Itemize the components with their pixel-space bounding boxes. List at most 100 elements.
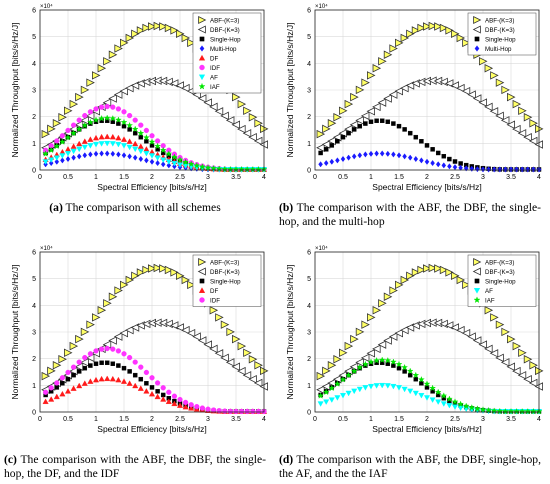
data-point-df bbox=[87, 136, 94, 142]
data-point-iaf bbox=[92, 116, 100, 123]
data-point-multi bbox=[419, 157, 424, 164]
data-point-single bbox=[329, 143, 335, 148]
data-point-abf bbox=[422, 264, 432, 273]
data-point-abf bbox=[47, 366, 56, 376]
data-point-dbf bbox=[472, 336, 482, 345]
data-point-iaf bbox=[165, 150, 173, 157]
data-point-iaf bbox=[103, 114, 111, 121]
data-point-dbf bbox=[80, 358, 89, 367]
data-point-multi bbox=[508, 166, 514, 173]
data-point-abf bbox=[316, 371, 326, 381]
data-point-abf bbox=[97, 63, 107, 73]
data-point-single bbox=[82, 365, 88, 371]
data-point-df bbox=[76, 140, 83, 147]
data-point-abf bbox=[108, 50, 118, 59]
data-point-multi bbox=[491, 166, 497, 173]
data-point-idf bbox=[126, 112, 133, 119]
chart-panel-d: 0 0.5 1 1.5 2 2.5 3 3.5 4 0 1 2 3 4 5 6 ×10⁴ Spectral Eff… bbox=[275, 242, 550, 484]
legend-label-df: DF bbox=[210, 288, 218, 295]
data-point-abf bbox=[428, 21, 438, 31]
data-point-abf bbox=[136, 26, 146, 35]
y-axis-label: Normalized Throughput [bits/s/Hz/J] bbox=[10, 23, 20, 158]
data-point-df bbox=[120, 136, 128, 142]
data-point-single bbox=[127, 369, 132, 374]
x-tick-label: 1 bbox=[94, 416, 98, 423]
legend-marker-abf bbox=[473, 15, 482, 25]
data-point-dbf bbox=[450, 323, 460, 332]
data-point-multi bbox=[447, 163, 452, 170]
x-tick-label: 2 bbox=[425, 416, 429, 423]
data-point-af bbox=[143, 151, 150, 157]
data-point-abf bbox=[170, 26, 179, 35]
data-point-abf bbox=[389, 44, 398, 53]
data-point-abf bbox=[333, 354, 342, 364]
data-point-iaf bbox=[474, 405, 481, 412]
data-point-abf bbox=[237, 99, 247, 109]
data-point-multi bbox=[514, 166, 519, 173]
data-point-abf bbox=[400, 33, 410, 43]
data-point-idf bbox=[143, 369, 150, 376]
data-point-idf bbox=[70, 122, 77, 128]
data-point-iaf bbox=[243, 165, 251, 173]
data-point-dbf bbox=[360, 111, 370, 121]
data-point-idf bbox=[76, 359, 82, 365]
data-point-single bbox=[363, 121, 368, 126]
data-point-idf bbox=[149, 375, 155, 381]
y-tick-label: 4 bbox=[32, 303, 36, 310]
data-point-abf bbox=[181, 33, 191, 43]
data-point-abf bbox=[322, 366, 331, 376]
data-point-iaf bbox=[187, 160, 195, 167]
data-point-abf bbox=[64, 106, 73, 116]
data-point-iaf bbox=[496, 407, 504, 415]
data-point-idf bbox=[59, 133, 66, 139]
data-point-dbf bbox=[512, 366, 521, 376]
chart-b: 0 0.5 1 1.5 2 2.5 3 3.5 4 0 1 2 3 4 5 6 ×10⁴ Spectral Eff… bbox=[285, 3, 544, 192]
data-point-iaf bbox=[451, 398, 459, 405]
x-tick-label: 1 bbox=[369, 174, 373, 181]
data-point-multi bbox=[441, 162, 447, 169]
data-point-af bbox=[390, 383, 397, 390]
data-point-iaf bbox=[249, 165, 257, 173]
data-point-df bbox=[104, 375, 111, 382]
data-point-dbf bbox=[209, 102, 218, 112]
data-point-abf bbox=[322, 124, 331, 134]
data-point-dbf bbox=[383, 336, 392, 345]
data-point-single bbox=[144, 139, 149, 144]
legend-label-iaf: IAF bbox=[485, 297, 495, 304]
legend-marker-single bbox=[199, 36, 205, 42]
data-point-single bbox=[132, 130, 138, 136]
caption-text-c: The comparison with the ABF, the DBF, th… bbox=[4, 453, 266, 480]
data-point-dbf bbox=[377, 340, 387, 349]
x-tick-label: 2.5 bbox=[175, 174, 185, 181]
data-point-dbf bbox=[523, 375, 532, 384]
data-point-iaf bbox=[384, 356, 392, 364]
data-point-dbf bbox=[248, 133, 257, 142]
x-tick-label: 0.5 bbox=[63, 416, 73, 423]
data-point-idf bbox=[115, 106, 122, 112]
data-point-af bbox=[87, 143, 94, 149]
legend-label-dbf: DBF-(K=3) bbox=[210, 27, 240, 34]
data-point-af bbox=[126, 144, 133, 151]
data-point-idf bbox=[121, 109, 127, 115]
data-point-iaf bbox=[513, 407, 520, 415]
x-tick-label: 1.5 bbox=[394, 174, 404, 181]
data-point-iaf bbox=[171, 153, 178, 160]
chart-d: 0 0.5 1 1.5 2 2.5 3 3.5 4 0 1 2 3 4 5 6 ×10⁴ Spectral Eff… bbox=[285, 245, 544, 434]
data-point-single bbox=[144, 381, 149, 386]
data-point-iaf bbox=[468, 404, 476, 411]
data-point-dbf bbox=[192, 332, 201, 341]
data-point-single bbox=[54, 385, 60, 390]
data-point-dbf bbox=[472, 94, 482, 103]
legend: ABF-(K=3) DBF-(K=3) Single-Hop DF IDF bbox=[192, 254, 262, 307]
data-point-iaf bbox=[176, 156, 184, 163]
data-point-abf bbox=[142, 265, 151, 275]
data-point-abf bbox=[406, 271, 415, 281]
data-point-single bbox=[104, 360, 110, 366]
data-point-abf bbox=[69, 341, 79, 351]
data-point-single bbox=[88, 363, 93, 368]
data-point-abf bbox=[434, 22, 443, 31]
data-point-df bbox=[87, 378, 94, 384]
data-point-af bbox=[115, 141, 122, 148]
data-point-abf bbox=[484, 305, 494, 315]
data-point-df bbox=[109, 375, 116, 382]
